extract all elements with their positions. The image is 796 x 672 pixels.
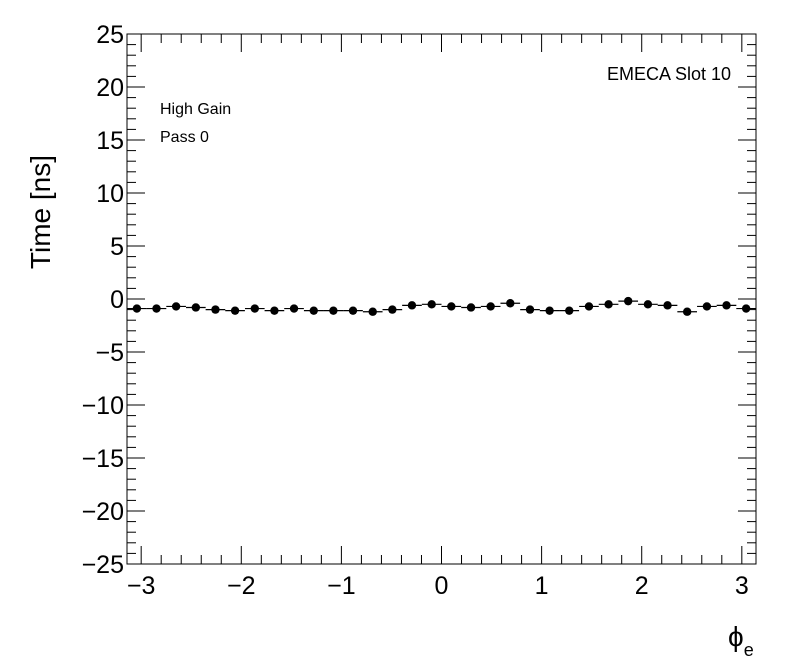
data-marker	[663, 301, 672, 310]
y-tick-label: 15	[96, 127, 124, 155]
data-point	[303, 306, 324, 315]
data-marker	[486, 302, 495, 311]
annotation-slot: EMECA Slot 10	[607, 64, 731, 84]
data-marker	[348, 306, 358, 315]
data-point	[323, 306, 344, 315]
data-marker	[447, 302, 456, 311]
data-points	[127, 296, 756, 316]
data-point	[127, 304, 147, 313]
data-marker	[682, 307, 692, 316]
data-marker	[132, 304, 142, 313]
data-point	[736, 304, 756, 313]
data-marker	[230, 306, 240, 315]
data-point	[461, 303, 481, 312]
y-tick-label: −5	[95, 339, 124, 367]
y-tick-label: 0	[110, 286, 124, 314]
data-marker	[309, 306, 318, 315]
x-tick-label: 3	[735, 572, 749, 600]
data-point	[225, 306, 245, 315]
data-point	[441, 302, 462, 311]
data-marker	[702, 302, 712, 311]
x-axis-title-symbol: ϕ	[728, 621, 744, 652]
data-marker	[368, 307, 377, 316]
data-point	[244, 304, 265, 313]
data-point	[697, 302, 717, 311]
data-point	[146, 304, 167, 313]
data-point	[284, 304, 304, 313]
data-marker	[624, 296, 633, 306]
annotation-gain: High Gain	[160, 101, 231, 118]
data-marker	[171, 302, 181, 311]
axis-ticks	[127, 33, 756, 565]
data-point	[677, 307, 697, 316]
data-marker	[388, 305, 397, 314]
x-axis-title: ϕe	[728, 621, 754, 660]
data-marker	[407, 301, 417, 310]
data-point	[362, 307, 383, 316]
data-point	[205, 305, 226, 314]
data-marker	[584, 302, 594, 311]
x-tick-label: 0	[435, 572, 449, 600]
y-tick-label: 10	[96, 180, 124, 208]
data-marker	[152, 304, 161, 313]
data-marker	[722, 301, 731, 310]
x-axis-title-subscript: e	[744, 640, 754, 660]
data-marker	[565, 306, 574, 315]
data-point	[186, 303, 206, 312]
data-point	[500, 299, 521, 308]
x-tick-label: −2	[227, 572, 256, 600]
data-point	[421, 300, 442, 309]
x-tick-label: −3	[127, 572, 156, 600]
data-point	[579, 302, 599, 311]
data-marker	[506, 299, 515, 308]
y-tick-label: 25	[96, 21, 124, 49]
data-marker	[427, 300, 436, 309]
data-marker	[250, 304, 259, 313]
data-point	[598, 300, 619, 309]
data-marker	[525, 305, 535, 314]
annotation-pass: Pass 0	[160, 129, 209, 146]
data-marker	[604, 300, 613, 309]
x-tick-label: −1	[327, 572, 356, 600]
data-marker	[643, 300, 653, 309]
y-tick-labels: 25 20 15 10 5 0 −5 −10 −15 −20 −25	[82, 21, 124, 579]
data-point	[716, 301, 737, 310]
x-tick-label: 1	[535, 572, 549, 600]
x-tick-labels: −3 −2 −1 0 1 2 3	[127, 572, 749, 600]
y-tick-label: −25	[82, 551, 124, 579]
y-tick-label: 20	[96, 74, 124, 102]
data-point	[559, 306, 580, 315]
x-tick-label: 2	[635, 572, 649, 600]
data-marker	[545, 306, 554, 315]
y-tick-label: −15	[82, 445, 124, 473]
data-point	[166, 302, 186, 311]
data-point	[539, 306, 560, 315]
data-marker	[270, 306, 279, 315]
data-point	[264, 306, 285, 315]
data-point	[638, 300, 658, 309]
y-tick-label: −10	[82, 392, 124, 420]
y-axis-title: Time [ns]	[25, 155, 56, 269]
y-tick-label: 5	[110, 233, 124, 261]
data-marker	[329, 306, 338, 315]
data-point	[657, 301, 678, 310]
data-marker	[741, 304, 751, 313]
data-point	[402, 301, 422, 310]
data-point	[382, 305, 403, 314]
y-tick-label: −20	[82, 498, 124, 526]
data-point	[618, 296, 639, 306]
data-marker	[289, 304, 299, 313]
data-point	[520, 305, 540, 314]
data-point	[343, 306, 363, 315]
data-marker	[191, 303, 201, 312]
data-marker	[466, 303, 476, 312]
data-point	[480, 302, 501, 311]
data-marker	[211, 305, 220, 314]
